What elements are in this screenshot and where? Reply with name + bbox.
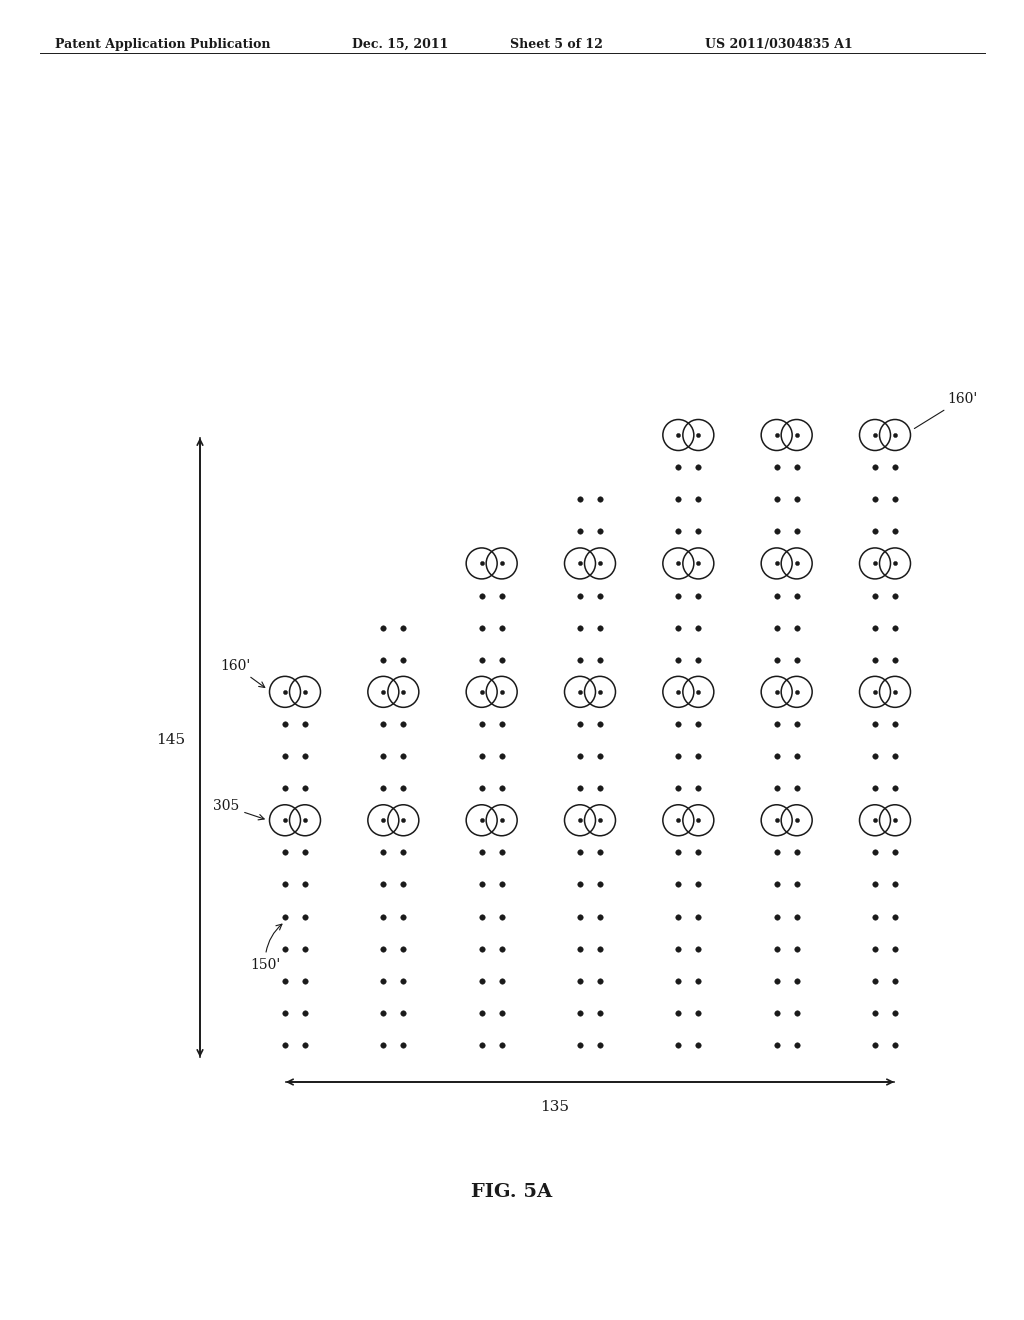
Text: Sheet 5 of 12: Sheet 5 of 12 bbox=[510, 38, 603, 51]
Text: FIG. 5A: FIG. 5A bbox=[471, 1183, 553, 1201]
Text: 145: 145 bbox=[156, 733, 185, 747]
Text: 160': 160' bbox=[220, 659, 265, 688]
Text: US 2011/0304835 A1: US 2011/0304835 A1 bbox=[705, 38, 853, 51]
Text: 135: 135 bbox=[541, 1100, 569, 1114]
Text: 150': 150' bbox=[250, 924, 282, 972]
Text: 160': 160' bbox=[914, 392, 977, 429]
Text: Patent Application Publication: Patent Application Publication bbox=[55, 38, 270, 51]
Text: 305: 305 bbox=[213, 800, 264, 820]
Text: Dec. 15, 2011: Dec. 15, 2011 bbox=[352, 38, 449, 51]
